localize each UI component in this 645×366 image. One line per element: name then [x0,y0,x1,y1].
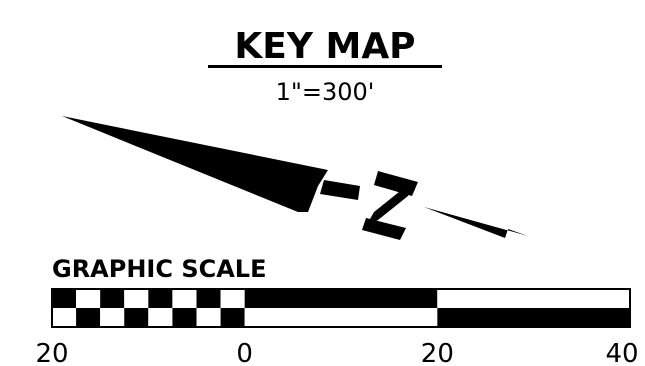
scale-segment-top [76,289,101,308]
north-arrow-shaft [62,116,328,212]
scale-segment-top [148,289,173,308]
north-arrow-crossbar [320,180,360,200]
scale-tick-label: 20 [35,339,68,366]
graphic-scale-tick-labels: 20 0 20 40 [35,339,638,366]
north-arrow-tip [424,207,528,238]
graphic-scale-bar [51,288,631,328]
north-arrow-icon [62,116,528,240]
scale-segment-bottom [196,308,221,327]
scale-segment-bottom [124,308,149,327]
scale-segment-bottom [52,308,77,327]
scale-segment-bottom [148,308,173,327]
scale-segment-bottom [172,308,197,327]
scale-tick-label: 40 [605,339,638,366]
scale-ratio-label: 1"=300' [276,78,375,106]
key-map-title: KEY MAP [234,26,415,67]
scale-segment-top [52,289,77,308]
scale-segment-bottom [100,308,125,327]
scale-tick-label: 20 [421,339,454,366]
north-letter-icon [362,171,418,240]
scale-segment-bottom [437,308,630,327]
scale-segment-bottom [220,308,245,327]
scale-segment-top [172,289,197,308]
scale-segment-top [124,289,149,308]
scale-segment-top [100,289,125,308]
scale-segment-top [244,289,438,308]
scale-segment-top [437,289,630,308]
scale-tick-label: 0 [236,339,253,366]
title-underline [208,65,442,68]
scale-segment-top [196,289,221,308]
scale-segment-bottom [76,308,101,327]
graphic-scale-title: GRAPHIC SCALE [52,255,267,283]
scale-segment-top [220,289,245,308]
scale-bar-outline [51,288,631,328]
scale-segment-bottom [244,308,438,327]
